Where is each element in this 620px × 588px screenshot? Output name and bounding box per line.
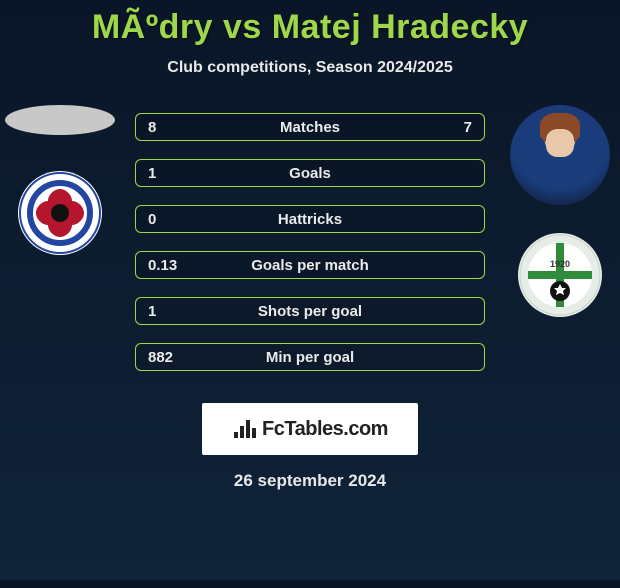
stat-left-value: 8	[148, 119, 156, 136]
date-text: 26 september 2024	[0, 471, 620, 491]
stats-table: 8 Matches 7 1 Goals 0 Hattricks 0.13 Goa…	[135, 113, 485, 389]
player-photo-right	[510, 105, 610, 205]
stat-row-matches: 8 Matches 7	[135, 113, 485, 141]
stat-row-goals: 1 Goals	[135, 159, 485, 187]
stat-row-shots-per-goal: 1 Shots per goal	[135, 297, 485, 325]
left-player-column	[0, 105, 120, 255]
comparison-panel: 1920 8 Matches 7 1 Goals 0 Hattricks 0.1…	[0, 105, 620, 395]
stat-label: Matches	[148, 119, 472, 136]
club-badge-left	[18, 171, 102, 255]
subtitle: Club competitions, Season 2024/2025	[0, 59, 620, 77]
bars-icon	[232, 416, 258, 442]
stat-left-value: 0	[148, 211, 156, 228]
stat-left-value: 1	[148, 165, 156, 182]
stat-row-hattricks: 0 Hattricks	[135, 205, 485, 233]
stat-left-value: 0.13	[148, 257, 177, 274]
stat-left-value: 882	[148, 349, 173, 366]
footer-brand-text: FcTables.com	[262, 418, 388, 441]
badge-right-year: 1920	[550, 259, 570, 269]
stat-label: Goals	[148, 165, 472, 182]
stat-label: Shots per goal	[148, 303, 472, 320]
right-player-column: 1920	[500, 105, 620, 317]
badge-left-svg	[18, 171, 102, 255]
page-title: MÃºdry vs Matej Hradecky	[0, 8, 620, 47]
stat-label: Min per goal	[148, 349, 472, 366]
player-photo-left	[5, 105, 115, 135]
stat-row-goals-per-match: 0.13 Goals per match	[135, 251, 485, 279]
stat-left-value: 1	[148, 303, 156, 320]
stat-row-min-per-goal: 882 Min per goal	[135, 343, 485, 371]
stat-label: Hattricks	[148, 211, 472, 228]
badge-right-svg: 1920	[518, 233, 602, 317]
footer-brand[interactable]: FcTables.com	[202, 403, 418, 455]
stat-label: Goals per match	[148, 257, 472, 274]
club-badge-right: 1920	[518, 233, 602, 317]
stat-right-value: 7	[464, 119, 472, 136]
